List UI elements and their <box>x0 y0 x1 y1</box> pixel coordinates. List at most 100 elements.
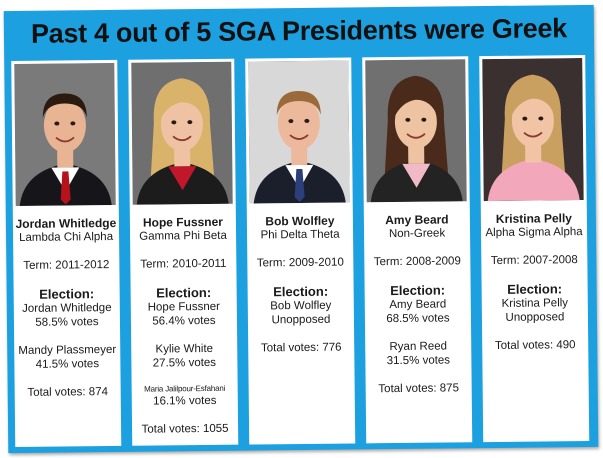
portrait-photo <box>131 61 233 205</box>
runner-up-name: Mandy Plassmeyer <box>18 343 117 357</box>
smile <box>55 136 75 143</box>
portrait-photo <box>365 59 467 203</box>
election-label: Election: <box>39 286 95 302</box>
face <box>511 93 554 148</box>
total-votes: Total votes: 874 <box>27 386 109 399</box>
hair-fringe <box>510 88 555 117</box>
runner-up-votes: 31.5% votes <box>386 354 451 368</box>
smile <box>523 131 543 138</box>
president-name: Bob Wolfley <box>265 213 335 229</box>
election-label: Election: <box>156 284 212 301</box>
president-name: Jordan Whitledge <box>15 215 117 231</box>
president-card: Jordan Whitledge Lambda Chi Alpha Term: … <box>11 59 122 448</box>
face <box>43 98 86 153</box>
president-details: Hope Fussner Gamma Phi Beta Term: 2010-2… <box>130 215 238 437</box>
collar <box>168 166 197 191</box>
right-eye <box>70 121 76 126</box>
collar <box>402 163 431 188</box>
president-details: Kristina Pelly Alpha Sigma Alpha Term: 2… <box>481 211 588 353</box>
portrait-photo <box>482 58 584 202</box>
president-name: Amy Beard <box>385 212 449 228</box>
president-details: Bob Wolfley Phi Delta Theta Term: 2009-2… <box>247 213 354 355</box>
election-label: Election: <box>273 283 329 300</box>
face <box>277 96 320 151</box>
president-name: Hope Fussner <box>142 214 223 230</box>
hair-top <box>42 93 87 118</box>
president-card: Bob Wolfley Phi Delta Theta Term: 2009-2… <box>245 57 356 445</box>
winner-votes: 58.5% votes <box>35 316 99 329</box>
necktie <box>60 171 71 205</box>
left-eye <box>522 116 528 121</box>
hair-fringe <box>393 89 438 119</box>
affiliation: Lambda Chi Alpha <box>19 230 114 244</box>
neck <box>525 142 542 163</box>
left-eye <box>405 117 411 122</box>
left-eye <box>54 121 60 126</box>
election-label: Election: <box>390 282 446 299</box>
right-eye <box>538 116 544 121</box>
term: Term: 2010-2011 <box>140 257 227 271</box>
president-card: Amy Beard Non-Greek Term: 2008-2009 Elec… <box>362 56 473 444</box>
term: Term: 2009-2010 <box>256 256 344 270</box>
portrait-graphic <box>482 58 584 202</box>
portrait-graphic <box>14 62 116 206</box>
term: Term: 2007-2008 <box>490 254 578 268</box>
portrait-photo <box>14 62 116 206</box>
face <box>160 97 203 152</box>
right-eye <box>187 120 193 125</box>
president-name: Kristina Pelly <box>495 211 572 226</box>
neck <box>174 146 191 167</box>
winner-votes: 56.4% votes <box>152 314 216 328</box>
total-votes: Total votes: 1055 <box>141 422 229 436</box>
blue-panel: Past 4 out of 5 SGA Presidents were Gree… <box>3 4 599 454</box>
term: Term: 2008-2009 <box>373 255 461 269</box>
president-details: Jordan Whitledge Lambda Chi Alpha Term: … <box>13 216 121 400</box>
portrait-graphic <box>365 59 467 203</box>
portrait-photo <box>248 60 350 204</box>
necktie <box>294 168 305 203</box>
winner-votes: Unopposed <box>505 311 565 324</box>
winner-name: Jordan Whitledge <box>22 301 112 315</box>
president-card: Hope Fussner Gamma Phi Beta Term: 2010-2… <box>128 58 239 446</box>
total-votes: Total votes: 490 <box>494 339 576 352</box>
face <box>394 94 437 149</box>
runner-up-name: Kylie White <box>155 342 214 356</box>
winner-name: Hope Fussner <box>147 300 220 314</box>
smile <box>406 133 426 139</box>
winner-name: Bob Wolfley <box>270 299 332 313</box>
runner-up-name: Ryan Reed <box>389 340 448 354</box>
smile <box>172 135 192 142</box>
portrait-graphic <box>248 60 350 204</box>
winner-votes: 68.5% votes <box>386 312 450 326</box>
portrait-graphic <box>131 61 233 205</box>
collar <box>519 162 548 187</box>
third-candidate-name: Maria Jalilpour-Esfahani <box>144 383 226 394</box>
affiliation: Gamma Phi Beta <box>139 229 227 243</box>
neck <box>291 144 308 166</box>
smile <box>289 134 309 140</box>
total-votes: Total votes: 875 <box>378 382 460 396</box>
hair-top <box>276 91 321 116</box>
runner-up-votes: 41.5% votes <box>35 358 100 371</box>
left-eye <box>171 120 177 125</box>
right-eye <box>421 117 427 122</box>
election-label: Election: <box>507 281 563 297</box>
hair-fringe <box>159 92 204 121</box>
affiliation: Alpha Sigma Alpha <box>485 226 583 240</box>
winner-votes: Unopposed <box>271 313 331 327</box>
president-details: Amy Beard Non-Greek Term: 2008-2009 Elec… <box>364 212 472 396</box>
total-votes: Total votes: 776 <box>260 341 342 355</box>
president-card: Kristina Pelly Alpha Sigma Alpha Term: 2… <box>479 55 590 443</box>
term: Term: 2011-2012 <box>23 259 110 272</box>
third-candidate-votes: 16.1% votes <box>153 394 217 408</box>
affiliation: Phi Delta Theta <box>260 228 340 242</box>
neck <box>408 143 425 164</box>
right-eye <box>304 118 310 123</box>
left-eye <box>288 119 294 124</box>
winner-name: Amy Beard <box>389 298 447 312</box>
headline: Past 4 out of 5 SGA Presidents were Gree… <box>30 13 568 49</box>
affiliation: Non-Greek <box>388 227 446 241</box>
winner-name: Kristina Pelly <box>501 297 569 310</box>
runner-up-votes: 27.5% votes <box>152 356 217 370</box>
